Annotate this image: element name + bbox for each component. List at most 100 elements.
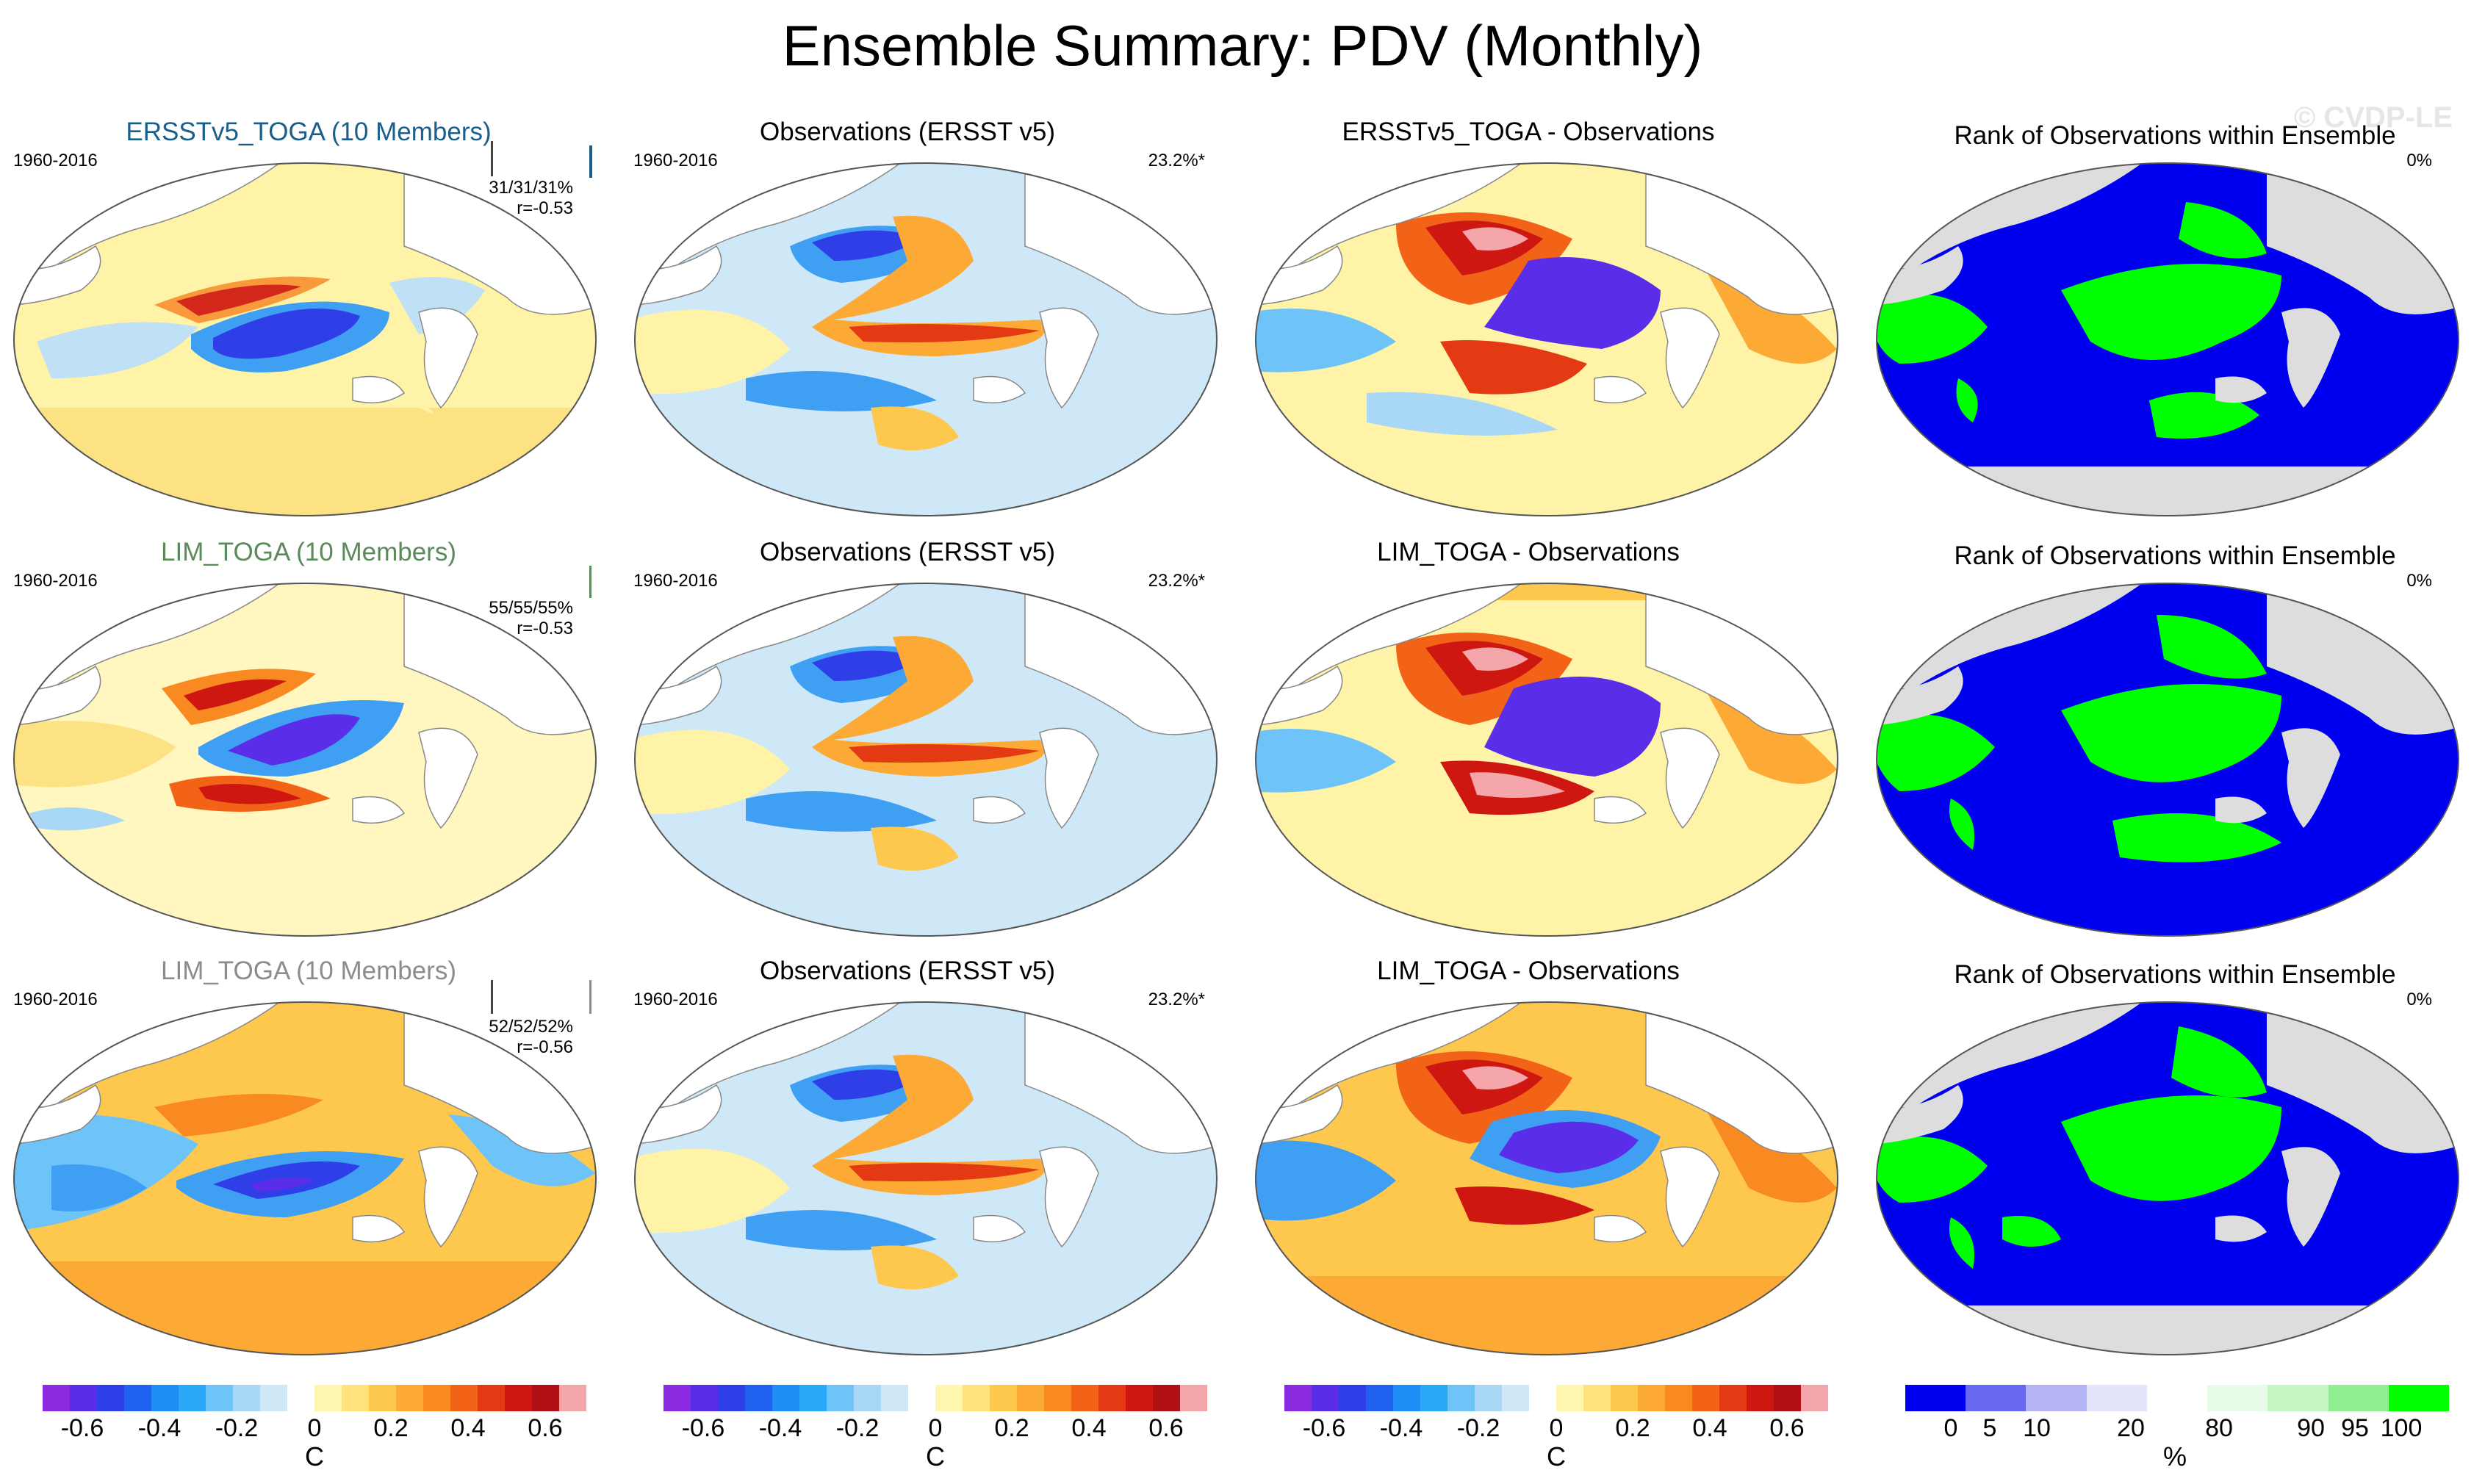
colorbar-swatch (1692, 1385, 1719, 1411)
difference-map (1255, 583, 1838, 937)
colorbar-tick: 5 (1982, 1414, 1997, 1442)
ensemble-stats: 55/55/55% (489, 598, 573, 618)
colorbar-swatch (1393, 1385, 1420, 1411)
colorbar-swatch (827, 1385, 854, 1411)
colorbar-unit: C (926, 1441, 945, 1472)
difference-panel-title: ERSSTv5_TOGA - Observations (1342, 118, 1715, 146)
colorbar-swatch (1801, 1385, 1828, 1411)
colorbar-swatch (1747, 1385, 1774, 1411)
rank-colorbar (1905, 1385, 2449, 1411)
colorbar-tick: 0.4 (1692, 1414, 1727, 1442)
colorbar-unit: % (2162, 1441, 2187, 1472)
rank-panel-title: Rank of Observations within Ensemble (1954, 121, 2396, 150)
range-marker (491, 141, 493, 176)
colorbar-swatch (1475, 1385, 1502, 1411)
colorbar-swatch (772, 1385, 799, 1411)
difference-map (1255, 1001, 1838, 1355)
colorbar-tick: 90 (2297, 1414, 2325, 1442)
range-marker (589, 566, 591, 598)
pattern-correlation: r=-0.56 (517, 1037, 573, 1057)
colorbar-swatch (1905, 1385, 1966, 1411)
colorbar-tick: 0.6 (1769, 1414, 1805, 1442)
colorbar-swatch (43, 1385, 70, 1411)
colorbar-tick: -0.6 (681, 1414, 725, 1442)
difference-map (1255, 162, 1838, 516)
colorbar-tick: 100 (2380, 1414, 2423, 1442)
rank-map (1876, 583, 2459, 937)
colorbar-tick: 0 (1549, 1414, 1564, 1442)
colorbar-tick: 10 (2023, 1414, 2051, 1442)
colorbar-swatch (1153, 1385, 1180, 1411)
colorbar-swatch (206, 1385, 233, 1411)
colorbar-swatch (1966, 1385, 2027, 1411)
rank-percent: 0% (2406, 151, 2432, 170)
colorbar-swatch (1611, 1385, 1638, 1411)
colorbar-swatch (532, 1385, 559, 1411)
colorbar-swatch (2268, 1385, 2328, 1411)
colorbar-swatch (963, 1385, 990, 1411)
colorbar-swatch (935, 1385, 963, 1411)
period-label: 1960-2016 (633, 151, 718, 170)
rank-percent: 0% (2406, 571, 2432, 591)
rank-percent: 0% (2406, 990, 2432, 1009)
colorbar-swatch (745, 1385, 772, 1411)
colorbar-tick: -0.6 (1302, 1414, 1346, 1442)
period-label: 1960-2016 (13, 990, 98, 1009)
ensemble-panel-title: LIM_TOGA (10 Members) (161, 957, 456, 985)
colorbar-swatch (369, 1385, 396, 1411)
temperature-colorbar (663, 1385, 1207, 1411)
colorbar-swatch (1719, 1385, 1747, 1411)
rank-panel-title: Rank of Observations within Ensemble (1954, 960, 2396, 989)
variance-explained: 23.2%* (1148, 571, 1205, 591)
range-marker (589, 980, 591, 1014)
colorbar-swatch (1583, 1385, 1611, 1411)
period-label: 1960-2016 (633, 571, 718, 591)
colorbar-swatch (990, 1385, 1017, 1411)
ensemble-panel-title: LIM_TOGA (10 Members) (161, 538, 456, 566)
ensemble-mean-map (13, 162, 597, 516)
colorbar-tick: -0.6 (60, 1414, 104, 1442)
colorbar-swatch (1017, 1385, 1044, 1411)
colorbar-tick: 0.4 (1071, 1414, 1107, 1442)
colorbar-swatch (179, 1385, 206, 1411)
pattern-correlation: r=-0.53 (517, 619, 573, 638)
colorbar-swatch (1071, 1385, 1098, 1411)
colorbar-unit: C (1547, 1441, 1566, 1472)
colorbar-tick: 80 (2205, 1414, 2233, 1442)
colorbar-tick: 0.2 (1615, 1414, 1650, 1442)
colorbar-swatch (1339, 1385, 1366, 1411)
period-label: 1960-2016 (13, 151, 98, 170)
figure-title: Ensemble Summary: PDV (Monthly) (782, 13, 1703, 78)
colorbar-swatch (2026, 1385, 2087, 1411)
period-label: 1960-2016 (13, 571, 98, 591)
colorbar-swatch (70, 1385, 97, 1411)
colorbar-tick: 0 (1943, 1414, 1958, 1442)
colorbar-swatch (1529, 1385, 1556, 1411)
colorbar-tick: 0 (928, 1414, 943, 1442)
colorbar-swatch (691, 1385, 718, 1411)
colorbar-swatch (2328, 1385, 2389, 1411)
colorbar-swatch (1665, 1385, 1692, 1411)
colorbar-tick: 0.6 (528, 1414, 563, 1442)
pattern-correlation: r=-0.53 (517, 198, 573, 218)
colorbar-tick: 0.4 (450, 1414, 486, 1442)
colorbar-swatch (718, 1385, 745, 1411)
variance-explained: 23.2%* (1148, 990, 1205, 1009)
colorbar-tick: 0 (307, 1414, 322, 1442)
range-marker (589, 145, 592, 178)
ensemble-panel-title: ERSSTv5_TOGA (10 Members) (126, 118, 492, 146)
colorbar-swatch (260, 1385, 287, 1411)
colorbar-swatch (1366, 1385, 1393, 1411)
colorbar-swatch (1312, 1385, 1339, 1411)
temperature-colorbar (43, 1385, 586, 1411)
colorbar-swatch (1638, 1385, 1665, 1411)
colorbar-swatch (450, 1385, 478, 1411)
colorbar-swatch (881, 1385, 908, 1411)
colorbar-unit: C (305, 1441, 324, 1472)
observations-map (634, 583, 1218, 937)
colorbar-swatch (1502, 1385, 1529, 1411)
colorbar-tick: -0.4 (137, 1414, 181, 1442)
observations-panel-title: Observations (ERSST v5) (760, 957, 1055, 985)
colorbar-tick: 0.6 (1148, 1414, 1184, 1442)
difference-panel-title: LIM_TOGA - Observations (1377, 538, 1680, 566)
